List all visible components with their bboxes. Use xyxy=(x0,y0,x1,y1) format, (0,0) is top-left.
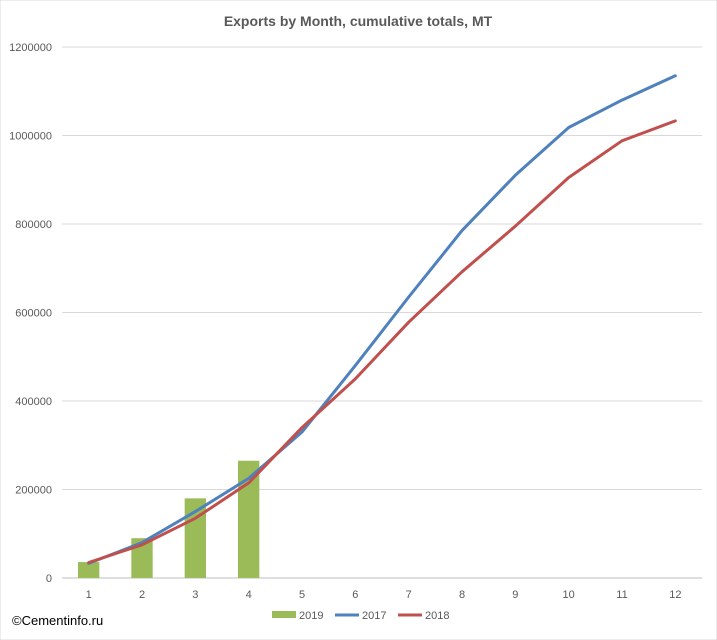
y-tick-label: 200000 xyxy=(15,485,52,497)
x-axis: 1 2 3 4 5 6 7 8 9 10 11 12 xyxy=(86,589,682,601)
copyright-text: ©Cementinfo.ru xyxy=(12,613,103,628)
x-tick-label: 11 xyxy=(616,589,627,601)
gridlines xyxy=(62,46,702,579)
x-tick-label: 4 xyxy=(246,589,252,601)
y-tick-label: 400000 xyxy=(15,396,52,408)
x-tick-label: 2 xyxy=(139,589,145,601)
legend-swatch-2019 xyxy=(272,611,296,618)
legend-label-2017: 2017 xyxy=(362,610,386,622)
x-tick-label: 12 xyxy=(669,589,681,601)
line-2018 xyxy=(87,119,677,564)
bar-2019-1 xyxy=(78,562,100,578)
line-2017 xyxy=(87,74,677,565)
legend-label-2018: 2018 xyxy=(425,610,449,622)
x-tick-label: 5 xyxy=(299,589,305,601)
x-tick-label: 3 xyxy=(192,589,198,601)
x-tick-label: 6 xyxy=(352,589,358,601)
x-tick-label: 1 xyxy=(86,589,92,601)
line-series xyxy=(87,74,677,565)
bar-2019-3 xyxy=(184,498,206,578)
x-tick-label: 9 xyxy=(512,589,518,601)
y-axis: 0 200000 400000 600000 800000 1000000 1200000 xyxy=(9,42,52,585)
y-tick-label: 600000 xyxy=(15,308,52,320)
x-tick-label: 8 xyxy=(459,589,465,601)
legend-label-2019: 2019 xyxy=(299,610,323,622)
y-tick-label: 0 xyxy=(46,573,52,585)
bar-2019-4 xyxy=(238,460,260,578)
chart-title: Exports by Month, cumulative totals, MT xyxy=(224,13,493,29)
y-tick-label: 1000000 xyxy=(9,131,52,143)
y-tick-label: 1200000 xyxy=(9,42,52,54)
y-tick-label: 800000 xyxy=(15,219,52,231)
x-tick-label: 10 xyxy=(563,589,575,601)
x-tick-label: 7 xyxy=(406,589,412,601)
legend: 2019 2017 2018 xyxy=(272,610,449,622)
